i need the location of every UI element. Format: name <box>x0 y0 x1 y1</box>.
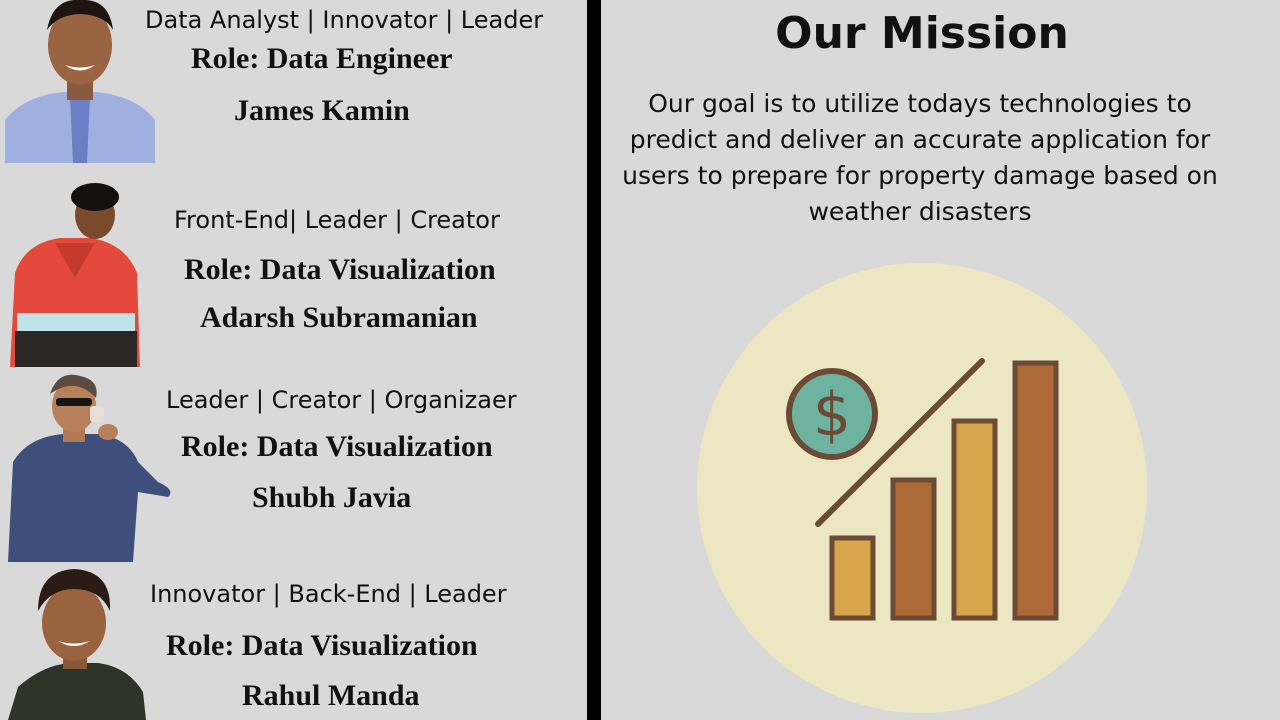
vertical-divider <box>587 0 601 720</box>
member-role: Role: Data Visualization <box>184 253 496 286</box>
bar-4 <box>1012 360 1059 621</box>
member-photo <box>10 183 140 367</box>
trend-line <box>815 358 985 527</box>
member-photo <box>8 569 146 720</box>
member-tags: Leader | Creator | Organizaer <box>166 386 517 414</box>
member-role: Role: Data Visualization <box>181 430 493 463</box>
dollar-coin-icon <box>786 368 878 460</box>
bar-2 <box>890 477 937 621</box>
dollar-sign: $ <box>813 380 851 450</box>
bar-3 <box>951 418 998 621</box>
growth-chart-illustration: $ <box>697 263 1147 713</box>
member-name: Adarsh Subramanian <box>200 301 478 334</box>
member-name: James Kamin <box>234 94 410 127</box>
member-tags: Front-End| Leader | Creator <box>174 206 500 234</box>
member-name: Shubh Javia <box>252 481 412 514</box>
member-name: Rahul Manda <box>242 679 420 712</box>
member-tags: Innovator | Back-End | Leader <box>150 580 507 608</box>
member-role: Role: Data Engineer <box>191 42 453 75</box>
member-role: Role: Data Visualization <box>166 629 478 662</box>
member-tags: Data Analyst | Innovator | Leader <box>145 6 544 34</box>
bar-1 <box>829 535 876 621</box>
mission-text: Our goal is to utilize todays technologi… <box>622 89 1218 226</box>
mission-title: Our Mission <box>775 8 1069 59</box>
member-photo <box>8 374 171 562</box>
member-photo <box>5 0 155 163</box>
